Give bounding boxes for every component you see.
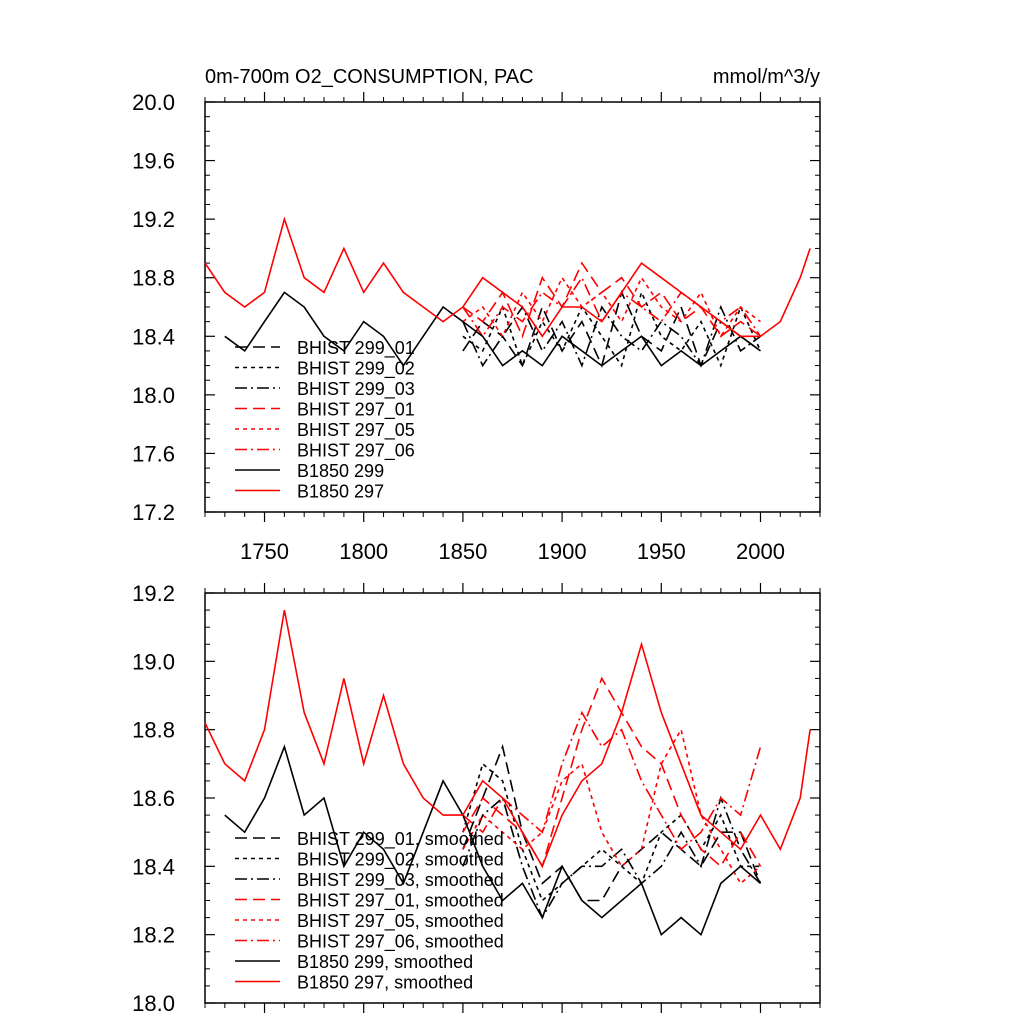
series-line-3 xyxy=(462,304,761,368)
y-tick-label: 18.4 xyxy=(132,854,175,879)
y-tick-label: 20.0 xyxy=(132,90,175,115)
series-line-4 xyxy=(462,676,762,869)
series-line-1 xyxy=(462,743,762,902)
top-chart-title: 0m-700m O2_CONSUMPTION, PAC xyxy=(205,66,534,88)
x-tick-label: 1800 xyxy=(339,539,388,564)
y-tick-label: 18.2 xyxy=(132,923,175,948)
x-tick-label: 1750 xyxy=(240,539,289,564)
x-tick-label: 1850 xyxy=(438,539,487,564)
legend-label: BHIST 297_06 xyxy=(297,441,415,462)
y-tick-label: 18.6 xyxy=(132,786,175,811)
series-line-3 xyxy=(462,795,762,920)
legend-label: BHIST 299_01 xyxy=(297,338,415,359)
y-tick-label: 18.8 xyxy=(132,718,175,743)
series-line-5 xyxy=(462,727,762,885)
legend-label: BHIST 297_05 xyxy=(297,420,415,441)
legend-label: BHIST 299_02 xyxy=(297,359,415,380)
legend-label: BHIST 297_06, smoothed xyxy=(297,932,504,953)
legend-label: BHIST 299_03, smoothed xyxy=(297,870,504,891)
y-tick-label: 19.0 xyxy=(132,649,175,674)
y-tick-label: 19.6 xyxy=(132,149,175,174)
x-tick-label: 1950 xyxy=(637,539,686,564)
legend-label: BHIST 297_01 xyxy=(297,400,415,421)
series-line-6 xyxy=(462,276,762,338)
series-line-7 xyxy=(224,291,761,368)
y-tick-label: 18.8 xyxy=(132,266,175,291)
legend-label: BHIST 299_03 xyxy=(297,379,415,400)
legend-label: B1850 299 xyxy=(297,461,384,481)
legend-label: BHIST 299_01, smoothed xyxy=(297,829,504,850)
legend-label: B1850 297 xyxy=(297,482,384,502)
y-tick-label: 17.2 xyxy=(132,500,175,525)
y-tick-label: 18.0 xyxy=(132,991,175,1016)
y-tick-label: 18.4 xyxy=(132,324,175,349)
legend-label: B1850 299, smoothed xyxy=(297,952,473,972)
series-line-8 xyxy=(204,216,811,338)
y-tick-label: 19.2 xyxy=(132,581,175,606)
series-line-7 xyxy=(224,744,762,937)
top-chart-units: mmol/m^3/y xyxy=(713,66,820,88)
legend-label: BHIST 297_01, smoothed xyxy=(297,891,504,912)
series-line-2 xyxy=(462,290,762,368)
y-tick-label: 19.2 xyxy=(132,207,175,232)
legend-label: BHIST 297_05, smoothed xyxy=(297,911,504,932)
series-line-2 xyxy=(462,762,761,902)
legend-label: B1850 297, smoothed xyxy=(297,973,473,993)
y-tick-label: 17.6 xyxy=(132,441,175,466)
legend-label: BHIST 299_02, smoothed xyxy=(297,850,504,871)
series-line-8 xyxy=(204,609,811,869)
series-line-4 xyxy=(462,261,761,339)
top-panel: 17.2 17.6 18.0 18.4 18.8 19.2 19.6 20.0 1750 1800… xyxy=(132,90,821,564)
bottom-panel: 18.0 18.2 18.4 18.6 18.8 19.0 19.2 BHIST 299_01… xyxy=(132,581,821,1016)
x-tick-label: 2000 xyxy=(736,539,785,564)
series-line-1 xyxy=(462,290,761,368)
y-tick-label: 18.0 xyxy=(132,383,175,408)
x-tick-label: 1900 xyxy=(538,539,587,564)
